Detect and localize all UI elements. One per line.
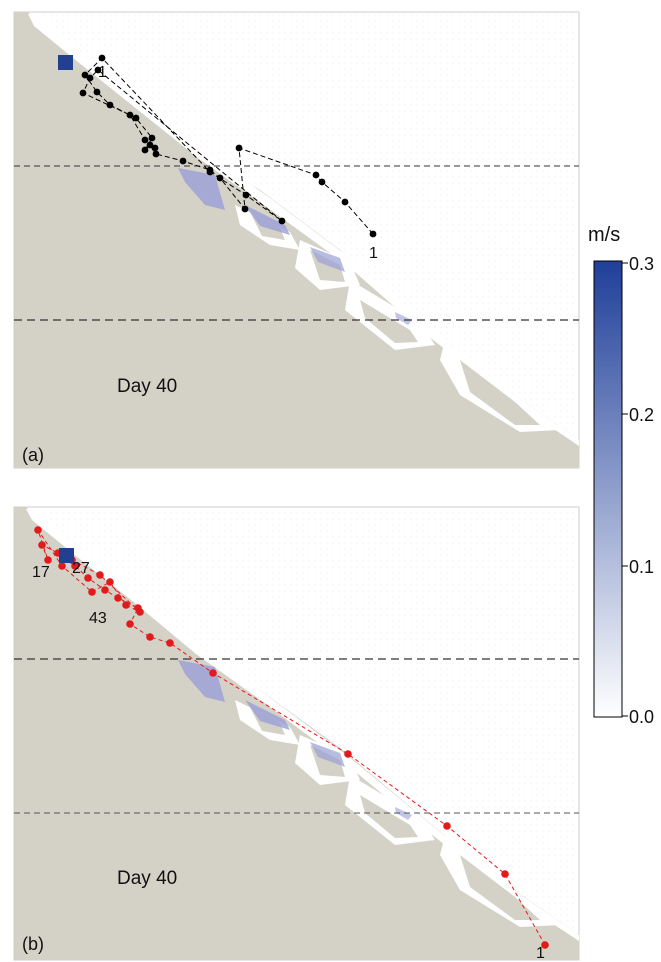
dot-icon <box>86 74 94 82</box>
panel-b-point-label: 1 <box>536 945 545 962</box>
panel-b-tracks <box>34 526 549 949</box>
dot-icon <box>278 217 286 225</box>
dot-icon <box>98 54 106 62</box>
blue-square-icon <box>58 55 73 70</box>
panel-a-tracks <box>79 54 377 238</box>
dot-icon <box>58 562 66 570</box>
dot-icon <box>443 822 451 830</box>
panel-b-speed-patch-2 <box>245 700 290 730</box>
dot-icon <box>94 66 102 74</box>
colorbar-unit: m/s <box>588 224 620 246</box>
dot-icon <box>209 669 217 677</box>
dot-icon <box>93 88 101 96</box>
panel-b-speed-patch-4 <box>395 807 412 820</box>
panel-a-lagoon-3 <box>345 280 435 350</box>
panel-a-island-3 <box>360 300 418 343</box>
dot-icon <box>38 541 46 549</box>
panel-b-land <box>14 507 579 960</box>
dot-icon <box>126 111 134 119</box>
dot-icon <box>84 574 92 582</box>
panel-a-lagoon-4 <box>440 340 560 432</box>
dot-icon <box>541 941 549 949</box>
track-line <box>82 57 374 235</box>
colorbar-tick-label: 0.3 <box>629 254 654 274</box>
panel-a-point-label: 1 <box>369 245 378 262</box>
dot-icon <box>96 571 104 579</box>
dot-icon <box>126 620 134 628</box>
dot-icon <box>148 134 156 142</box>
panel-a-land <box>14 12 579 468</box>
dot-icon <box>341 198 349 206</box>
panel-b-channel <box>26 509 579 941</box>
panel-b-point-label: 43 <box>89 610 107 627</box>
dot-icon <box>241 205 249 213</box>
dot-icon <box>71 562 79 570</box>
panel-b-point-label: 27 <box>72 560 90 577</box>
panel-a-day-label: Day 40 <box>117 376 177 397</box>
colorbar-tick-label: 0.0 <box>629 707 654 727</box>
dot-icon <box>206 168 214 176</box>
panel-a-speed-patch-2 <box>245 205 290 235</box>
panel-a-speed-patch-3 <box>310 247 345 272</box>
panel-a-island-4 <box>460 360 540 425</box>
dot-icon <box>106 578 114 586</box>
panel-b-lagoon-4 <box>440 835 560 927</box>
colorbar-tick-label: 0.1 <box>629 557 654 577</box>
colorbar-tick-label: 0.2 <box>629 405 654 425</box>
dot-icon <box>369 230 377 238</box>
dot-icon <box>344 750 352 758</box>
panel-b-lagoon-3 <box>345 775 435 845</box>
dot-icon <box>166 639 174 647</box>
dot-icon <box>312 171 320 179</box>
dot-icon <box>141 146 149 154</box>
blue-square-icon <box>59 548 74 563</box>
dot-icon <box>34 526 42 534</box>
dot-icon <box>501 870 509 878</box>
dot-icon <box>88 588 96 596</box>
panel-b-day-label: Day 40 <box>117 868 177 889</box>
panel-b-island-4 <box>460 855 540 920</box>
panel-a-channel <box>28 14 579 446</box>
panel-b: 17 27 43 1 Day 40 (b) <box>13 506 580 962</box>
dot-icon <box>132 114 140 122</box>
dot-icon <box>318 178 326 186</box>
panel-a-label: (a) <box>22 445 44 465</box>
dot-icon <box>122 601 130 609</box>
dot-icon <box>242 191 250 199</box>
panel-a-speed-patch-4 <box>395 312 412 325</box>
track-line <box>37 529 546 946</box>
colorbar: m/s 0.3 0.2 0.1 0.0 <box>588 224 654 727</box>
dot-icon <box>151 144 159 152</box>
panel-b-speed-patch-3 <box>310 742 345 767</box>
dot-icon <box>114 594 122 602</box>
dot-icon <box>216 174 224 182</box>
dot-icon <box>101 586 109 594</box>
panel-a-speed-patch-1 <box>178 168 225 210</box>
dot-icon <box>141 136 149 144</box>
panel-b-island-3 <box>360 795 418 838</box>
dot-icon <box>136 608 144 616</box>
dot-icon <box>79 89 87 97</box>
panel-a: 1 1 Day 40 (a) <box>13 11 580 469</box>
dot-icon <box>146 141 154 149</box>
dot-icon <box>179 157 187 165</box>
panel-b-label: (b) <box>22 934 44 954</box>
colorbar-gradient <box>593 260 623 718</box>
dot-icon <box>81 71 89 79</box>
dot-icon <box>235 144 243 152</box>
panel-a-point-label: 1 <box>98 64 107 81</box>
dot-icon <box>152 150 160 158</box>
dot-icon <box>44 556 52 564</box>
panel-b-point-label: 17 <box>32 564 50 581</box>
dot-icon <box>106 101 114 109</box>
dot-icon <box>146 633 154 641</box>
